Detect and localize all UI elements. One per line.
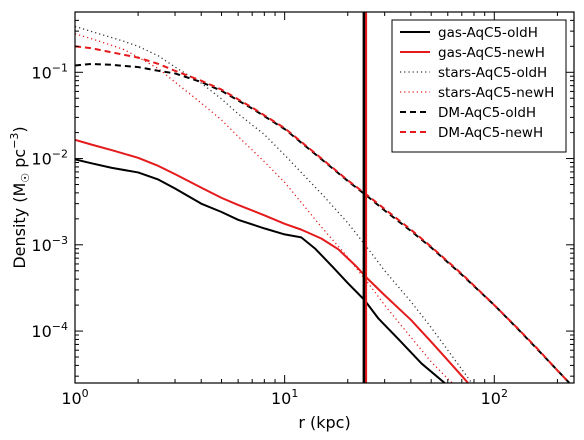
y-tick-label-2: 10−2	[31, 148, 68, 169]
series-line-dm-aqc5-oldh	[75, 62, 571, 383]
legend-label-gas-aqc5-oldh: gas-AqC5-oldH	[438, 25, 538, 41]
legend-label-stars-aqc5-newh: stars-AqC5-newH	[438, 85, 554, 101]
plot-frame	[74, 11, 575, 384]
legend-entries: gas-AqC5-oldH gas-AqC5-newH stars-AqC5-old…	[400, 25, 554, 141]
x-tick-label-2-base: 10	[481, 389, 501, 408]
y-tick-label-1-exponent: −3	[52, 234, 68, 247]
y-tick-label-3: 10−1	[31, 61, 68, 82]
x-axis-label: r (kpc)	[298, 413, 350, 432]
legend-label-dm-aqc5-newh: DM-AqC5-newH	[438, 125, 543, 141]
series-line-dm-aqc5-newh	[75, 45, 571, 383]
y-axis-label-unit: pc	[10, 149, 29, 173]
series-line-gas-aqc5-newh	[75, 138, 469, 383]
series-layer	[75, 25, 571, 383]
vertical-line-layer	[362, 12, 368, 383]
y-axis-label-exp: −3	[8, 133, 21, 149]
x-tick-label-0: 100	[61, 387, 88, 408]
y-tick-label-2-base: 10	[31, 150, 51, 169]
y-tick-label-1: 10−3	[31, 234, 68, 255]
y-tick-label-1-base: 10	[31, 236, 51, 255]
y-axis-label: Density (M☉ pc−3)	[8, 126, 32, 268]
y-tick-label-3-exponent: −1	[52, 61, 68, 74]
y-axis-label-sun: ☉	[19, 173, 32, 183]
y-tick-label-0: 10−4	[31, 320, 68, 341]
legend-label-stars-aqc5-oldh: stars-AqC5-oldH	[438, 65, 547, 81]
x-tick-label-1-base: 10	[271, 389, 291, 408]
legend-label-gas-aqc5-newh: gas-AqC5-newH	[438, 45, 545, 61]
y-tick-label-0-exponent: −4	[52, 320, 68, 333]
legend-frame	[391, 19, 567, 153]
legend-label-dm-aqc5-oldh: DM-AqC5-oldH	[438, 105, 536, 121]
x-tick-label-0-exponent: 0	[82, 387, 89, 400]
x-tick-label-2-exponent: 2	[501, 387, 508, 400]
y-tick-label-3-base: 10	[31, 63, 51, 82]
y-axis-label-close: )	[10, 126, 29, 132]
y-axis-label-main: Density (M	[10, 183, 29, 269]
x-tick-label-1: 101	[271, 387, 298, 408]
series-line-stars-aqc5-newh	[75, 33, 454, 383]
x-tick-label-2: 102	[481, 387, 508, 408]
x-tick-label-1-exponent: 1	[291, 387, 298, 400]
series-line-gas-aqc5-oldh	[75, 158, 446, 383]
legend: gas-AqC5-oldH gas-AqC5-newH stars-AqC5-old…	[391, 19, 567, 153]
ticks-layer	[74, 11, 574, 383]
y-tick-label-0-base: 10	[31, 322, 51, 341]
x-tick-label-0-base: 10	[61, 389, 81, 408]
y-tick-label-2-exponent: −2	[52, 148, 68, 161]
